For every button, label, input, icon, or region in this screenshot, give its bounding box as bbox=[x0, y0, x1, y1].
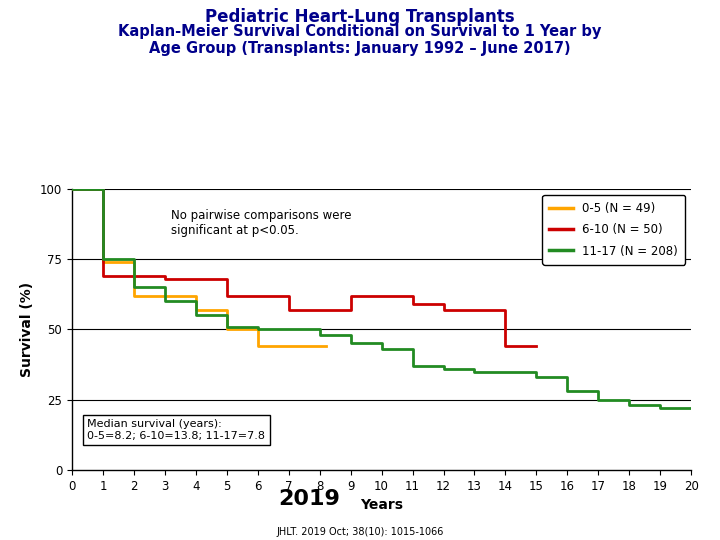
Text: No pairwise comparisons were
significant at p<0.05.: No pairwise comparisons were significant… bbox=[171, 208, 351, 237]
Text: Pediatric Heart-Lung Transplants: Pediatric Heart-Lung Transplants bbox=[205, 8, 515, 26]
X-axis label: Years: Years bbox=[360, 498, 403, 512]
Text: Median survival (years):
0-5=8.2; 6-10=13.8; 11-17=7.8: Median survival (years): 0-5=8.2; 6-10=1… bbox=[88, 419, 266, 441]
Y-axis label: Survival (%): Survival (%) bbox=[20, 282, 35, 377]
Text: Age Group (Transplants: January 1992 – June 2017): Age Group (Transplants: January 1992 – J… bbox=[149, 40, 571, 56]
Text: 2019: 2019 bbox=[279, 489, 341, 509]
Legend: 0-5 (N = 49), 6-10 (N = 50), 11-17 (N = 208): 0-5 (N = 49), 6-10 (N = 50), 11-17 (N = … bbox=[542, 195, 685, 265]
Text: Kaplan-Meier Survival Conditional on Survival to 1 Year by: Kaplan-Meier Survival Conditional on Sur… bbox=[118, 24, 602, 39]
Text: JHLT. 2019 Oct; 38(10): 1015-1066: JHLT. 2019 Oct; 38(10): 1015-1066 bbox=[276, 527, 444, 537]
Text: ISHLT • INTERNATIONAL SOCIETY FOR HEART AND LUNG TRANSPLANTATION: ISHLT • INTERNATIONAL SOCIETY FOR HEART … bbox=[53, 516, 343, 525]
Text: ISHLT: ISHLT bbox=[33, 501, 109, 525]
